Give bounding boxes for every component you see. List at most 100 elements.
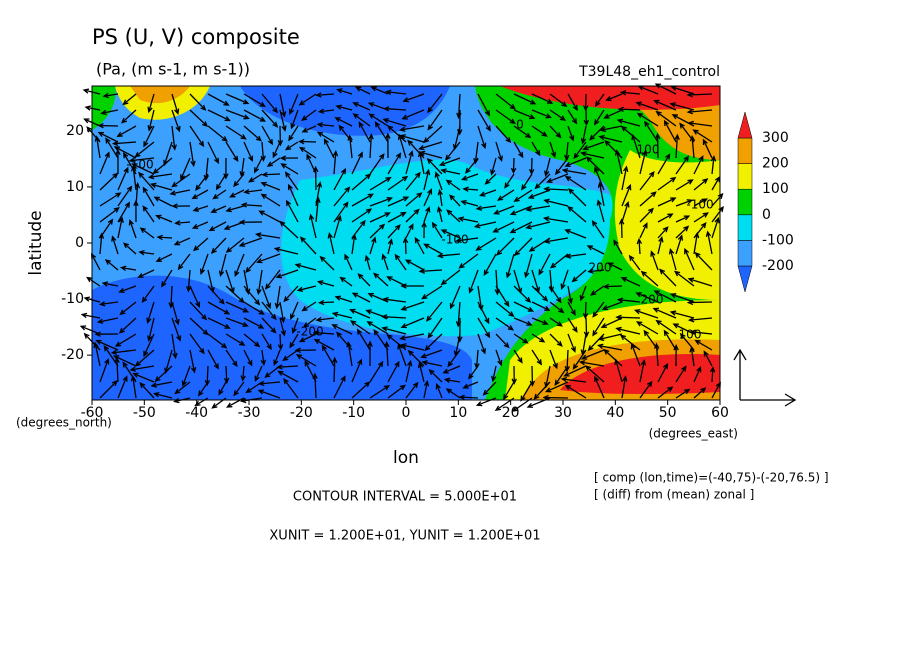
wind-vector bbox=[465, 157, 479, 174]
wind-vector bbox=[368, 133, 374, 159]
wind-vector bbox=[524, 253, 533, 279]
wind-vector bbox=[142, 186, 155, 207]
wind-vector bbox=[505, 253, 515, 279]
contour-label: 0 bbox=[516, 118, 524, 132]
wind-vector bbox=[261, 109, 279, 128]
wind-vector bbox=[477, 301, 490, 325]
wind-vector bbox=[113, 146, 137, 159]
wind-vector bbox=[564, 175, 587, 191]
wind-vector bbox=[693, 155, 704, 175]
wind-vector bbox=[580, 349, 605, 360]
wind-vector bbox=[386, 276, 407, 287]
wind-vector bbox=[509, 221, 533, 234]
wind-vector bbox=[440, 229, 461, 239]
wind-vector bbox=[197, 381, 209, 397]
wind-vector bbox=[514, 237, 533, 257]
wind-vector bbox=[225, 285, 245, 304]
wind-vector bbox=[493, 205, 515, 215]
wind-vector bbox=[128, 157, 155, 163]
wind-vector bbox=[174, 220, 191, 226]
colorbar-swatch bbox=[737, 111, 753, 139]
wind-vector bbox=[684, 247, 695, 271]
wind-vector bbox=[445, 388, 461, 399]
wind-vector bbox=[319, 255, 335, 271]
wind-vector bbox=[218, 381, 227, 396]
wind-vector bbox=[282, 349, 299, 362]
wind-vector bbox=[189, 141, 196, 168]
wind-vector bbox=[104, 259, 119, 271]
wind-vector bbox=[147, 173, 173, 180]
wind-vector bbox=[369, 212, 391, 223]
wind-vector bbox=[436, 205, 443, 223]
wind-vector bbox=[675, 388, 691, 399]
wind-vector bbox=[118, 285, 137, 294]
wind-vector bbox=[171, 203, 191, 209]
wind-vector bbox=[560, 376, 587, 383]
wind-vector bbox=[207, 285, 225, 305]
wind-vector bbox=[596, 199, 605, 223]
wind-vector bbox=[619, 334, 641, 351]
wind-vector bbox=[527, 189, 551, 199]
wind-vector bbox=[526, 397, 551, 408]
wind-vector bbox=[279, 109, 287, 132]
wind-vector bbox=[495, 125, 512, 144]
wind-vector bbox=[549, 109, 567, 121]
wind-vector bbox=[243, 125, 262, 142]
wind-vector bbox=[147, 93, 155, 114]
wind-vector bbox=[194, 397, 209, 407]
colorbar-label: 100 bbox=[762, 181, 789, 197]
wind-vector bbox=[549, 141, 557, 159]
wind-vector bbox=[288, 125, 299, 142]
wind-vector bbox=[258, 380, 281, 387]
wind-vector bbox=[180, 157, 191, 181]
wind-vector bbox=[374, 121, 389, 143]
x-unit: (degrees_east) bbox=[649, 427, 738, 441]
wind-vector bbox=[631, 133, 641, 159]
x-tick-label: 60 bbox=[711, 405, 729, 421]
wind-vector bbox=[261, 301, 277, 321]
y-tick-label: 10 bbox=[66, 179, 84, 195]
wind-vector bbox=[290, 301, 299, 320]
colorbar-label: -100 bbox=[762, 232, 794, 248]
wind-vector bbox=[593, 109, 605, 126]
wind-vector bbox=[399, 125, 425, 132]
wind-vector bbox=[373, 329, 389, 351]
wind-vector bbox=[711, 216, 720, 239]
wind-vector bbox=[272, 141, 281, 159]
colorbar-swatch bbox=[737, 240, 753, 267]
wind-vector bbox=[455, 237, 479, 244]
wind-vector bbox=[384, 340, 390, 367]
wind-vector bbox=[457, 216, 479, 223]
wind-vector bbox=[549, 285, 562, 304]
wind-vector bbox=[386, 334, 407, 351]
wind-vector bbox=[549, 317, 563, 327]
wind-vector bbox=[103, 345, 119, 367]
wind-vector bbox=[689, 329, 713, 335]
wind-vector bbox=[273, 349, 281, 366]
wind-vector bbox=[327, 232, 335, 255]
wind-vector bbox=[513, 125, 532, 139]
wind-vector bbox=[414, 236, 425, 255]
colorbar-label: 200 bbox=[762, 156, 789, 172]
colorbar-label: 0 bbox=[762, 207, 771, 223]
wind-vector bbox=[687, 277, 713, 287]
wind-vector bbox=[544, 157, 551, 177]
wind-vector bbox=[141, 285, 155, 304]
wind-vector bbox=[336, 88, 353, 95]
wind-vector bbox=[261, 125, 274, 146]
wind-vector bbox=[171, 93, 180, 115]
wind-vector bbox=[590, 285, 605, 296]
wind-vector bbox=[495, 349, 503, 367]
wind-vector bbox=[711, 192, 724, 207]
wind-vector bbox=[534, 173, 551, 190]
wind-vector bbox=[331, 356, 338, 383]
wind-vector bbox=[284, 141, 299, 151]
wind-vector bbox=[274, 285, 281, 310]
wind-vector bbox=[399, 134, 425, 143]
wind-vector bbox=[495, 285, 510, 308]
wind-vector bbox=[382, 118, 407, 127]
wind-vector bbox=[152, 391, 173, 399]
wind-vector bbox=[208, 221, 227, 232]
wind-vector bbox=[171, 109, 181, 133]
wind-vector bbox=[117, 166, 129, 191]
